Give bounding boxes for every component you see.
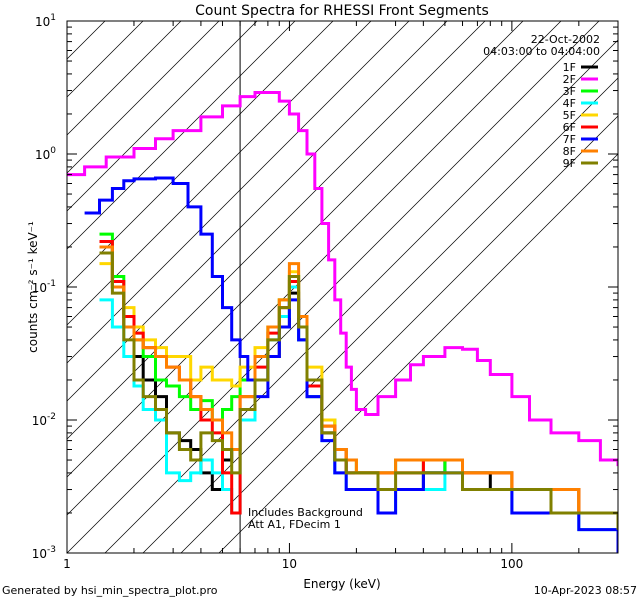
hatch-line xyxy=(67,21,448,402)
background-note: Includes Background xyxy=(248,506,363,519)
legend-label-2F: 2F xyxy=(563,73,576,86)
hatch-line xyxy=(67,21,486,440)
chart-title: Count Spectra for RHESSI Front Segments xyxy=(195,3,489,19)
x-axis-label: Energy (keV) xyxy=(303,577,380,591)
y-axis-label: counts cm⁻² s⁻¹ keV⁻¹ xyxy=(26,221,40,353)
legend-label-3F: 3F xyxy=(563,85,576,98)
time-range-label: 04:03:00 to 04:04:00 xyxy=(483,45,600,58)
series-layer xyxy=(67,91,618,553)
legend-label-1F: 1F xyxy=(563,61,576,74)
series-9F-line xyxy=(99,251,618,530)
hatch-line xyxy=(67,21,524,478)
hatch-line xyxy=(67,21,220,174)
x-axis-ticks: 1 10 100 xyxy=(63,21,619,571)
legend-label-6F: 6F xyxy=(563,121,576,134)
hatch-line xyxy=(67,21,334,288)
legend-label-8F: 8F xyxy=(563,145,576,158)
hatch-line xyxy=(67,21,296,250)
legend-label-7F: 7F xyxy=(563,133,576,146)
hatch-line xyxy=(104,39,618,553)
hatch-line xyxy=(67,21,600,553)
hatch-line xyxy=(218,153,618,553)
hatch-line xyxy=(67,21,258,212)
x-tick-label: 10 xyxy=(282,557,297,571)
series-8F-line xyxy=(99,245,618,530)
date-label: 22-Oct-2002 xyxy=(531,33,600,46)
hatch-line xyxy=(67,21,372,326)
hatch-line xyxy=(180,115,618,553)
footer-timestamp: 10-Apr-2023 08:57 xyxy=(534,584,637,597)
series-2F-line xyxy=(67,91,618,467)
legend-label-9F: 9F xyxy=(563,157,576,170)
hatched-region xyxy=(67,21,618,553)
footer-generated-by: Generated by hsi_min_spectra_plot.pro xyxy=(2,584,218,597)
attenuator-note: Att A1, FDecim 1 xyxy=(248,518,341,531)
x-tick-label: 1 xyxy=(63,557,71,571)
hatch-line xyxy=(67,21,182,136)
legend-label-4F: 4F xyxy=(563,97,576,110)
legend-label-5F: 5F xyxy=(563,109,576,122)
x-tick-label: 100 xyxy=(500,557,523,571)
hatch-line xyxy=(67,21,410,364)
